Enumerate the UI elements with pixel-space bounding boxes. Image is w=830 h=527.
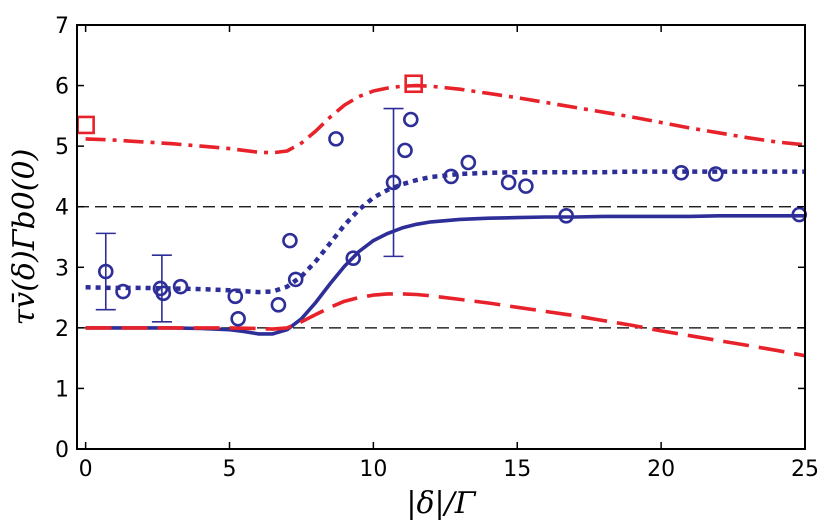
- data-point-circle: [500, 174, 517, 191]
- reference-lines: [77, 206, 805, 329]
- series-line-dotted: [85, 169, 805, 295]
- series-line-dashed: [85, 292, 805, 358]
- data-point-circle: [282, 232, 298, 249]
- data-point-circle: [402, 111, 419, 128]
- y-axis-title: τv̄(δ)Γb0(0): [7, 149, 42, 326]
- markers-layer: [76, 74, 808, 327]
- y-tick-label: 7: [55, 14, 69, 39]
- data-point-circle: [97, 263, 114, 280]
- x-tick-label: 0: [79, 457, 93, 482]
- y-tick-label: 2: [55, 317, 69, 342]
- data-point-circle: [673, 164, 690, 181]
- data-point-circle: [385, 174, 402, 191]
- ticks: 0 5 10 15 20 25 0 1 2 3 4 5 6 7: [55, 14, 819, 482]
- data-point-square: [76, 115, 95, 135]
- error-bar: [383, 107, 404, 258]
- y-tick-label: 4: [55, 196, 69, 221]
- x-tick-label: 10: [359, 457, 387, 482]
- x-tick-label: 15: [503, 457, 531, 482]
- data-point-circle: [460, 154, 477, 171]
- x-tick-label: 25: [791, 457, 819, 482]
- data-point-circle: [518, 178, 534, 194]
- data-point-circle: [558, 208, 574, 224]
- y-tick-label: 1: [55, 377, 69, 402]
- series-line-dash-dot: [85, 83, 805, 155]
- series-line-solid: [85, 214, 805, 336]
- data-point-circle: [287, 271, 304, 288]
- data-point-circle: [328, 131, 344, 147]
- x-tick-label: 20: [647, 457, 675, 482]
- data-point-circle: [443, 168, 459, 185]
- y-tick-label: 5: [55, 135, 69, 160]
- y-tick-label: 0: [55, 438, 69, 463]
- error-bar: [151, 254, 172, 323]
- y-tick-label: 3: [55, 256, 69, 281]
- data-point-circle: [707, 166, 724, 182]
- error-bar: [95, 232, 116, 311]
- data-point-circle: [172, 278, 189, 295]
- data-point-circle: [270, 297, 287, 313]
- data-point-circle: [345, 250, 362, 267]
- y-tick-label: 6: [55, 75, 69, 100]
- axes: [76, 24, 806, 450]
- data-point-circle: [227, 288, 244, 305]
- data-point-circle: [115, 283, 131, 300]
- x-axis-title: |δ|/Γ: [406, 486, 476, 521]
- plot-frame: [76, 24, 806, 450]
- data-point-circle: [397, 142, 413, 159]
- data-point-circle: [230, 310, 246, 327]
- series-layer: [85, 83, 805, 358]
- x-tick-label: 5: [223, 457, 237, 482]
- data-point-circle: [155, 285, 172, 302]
- data-point-square: [404, 74, 423, 94]
